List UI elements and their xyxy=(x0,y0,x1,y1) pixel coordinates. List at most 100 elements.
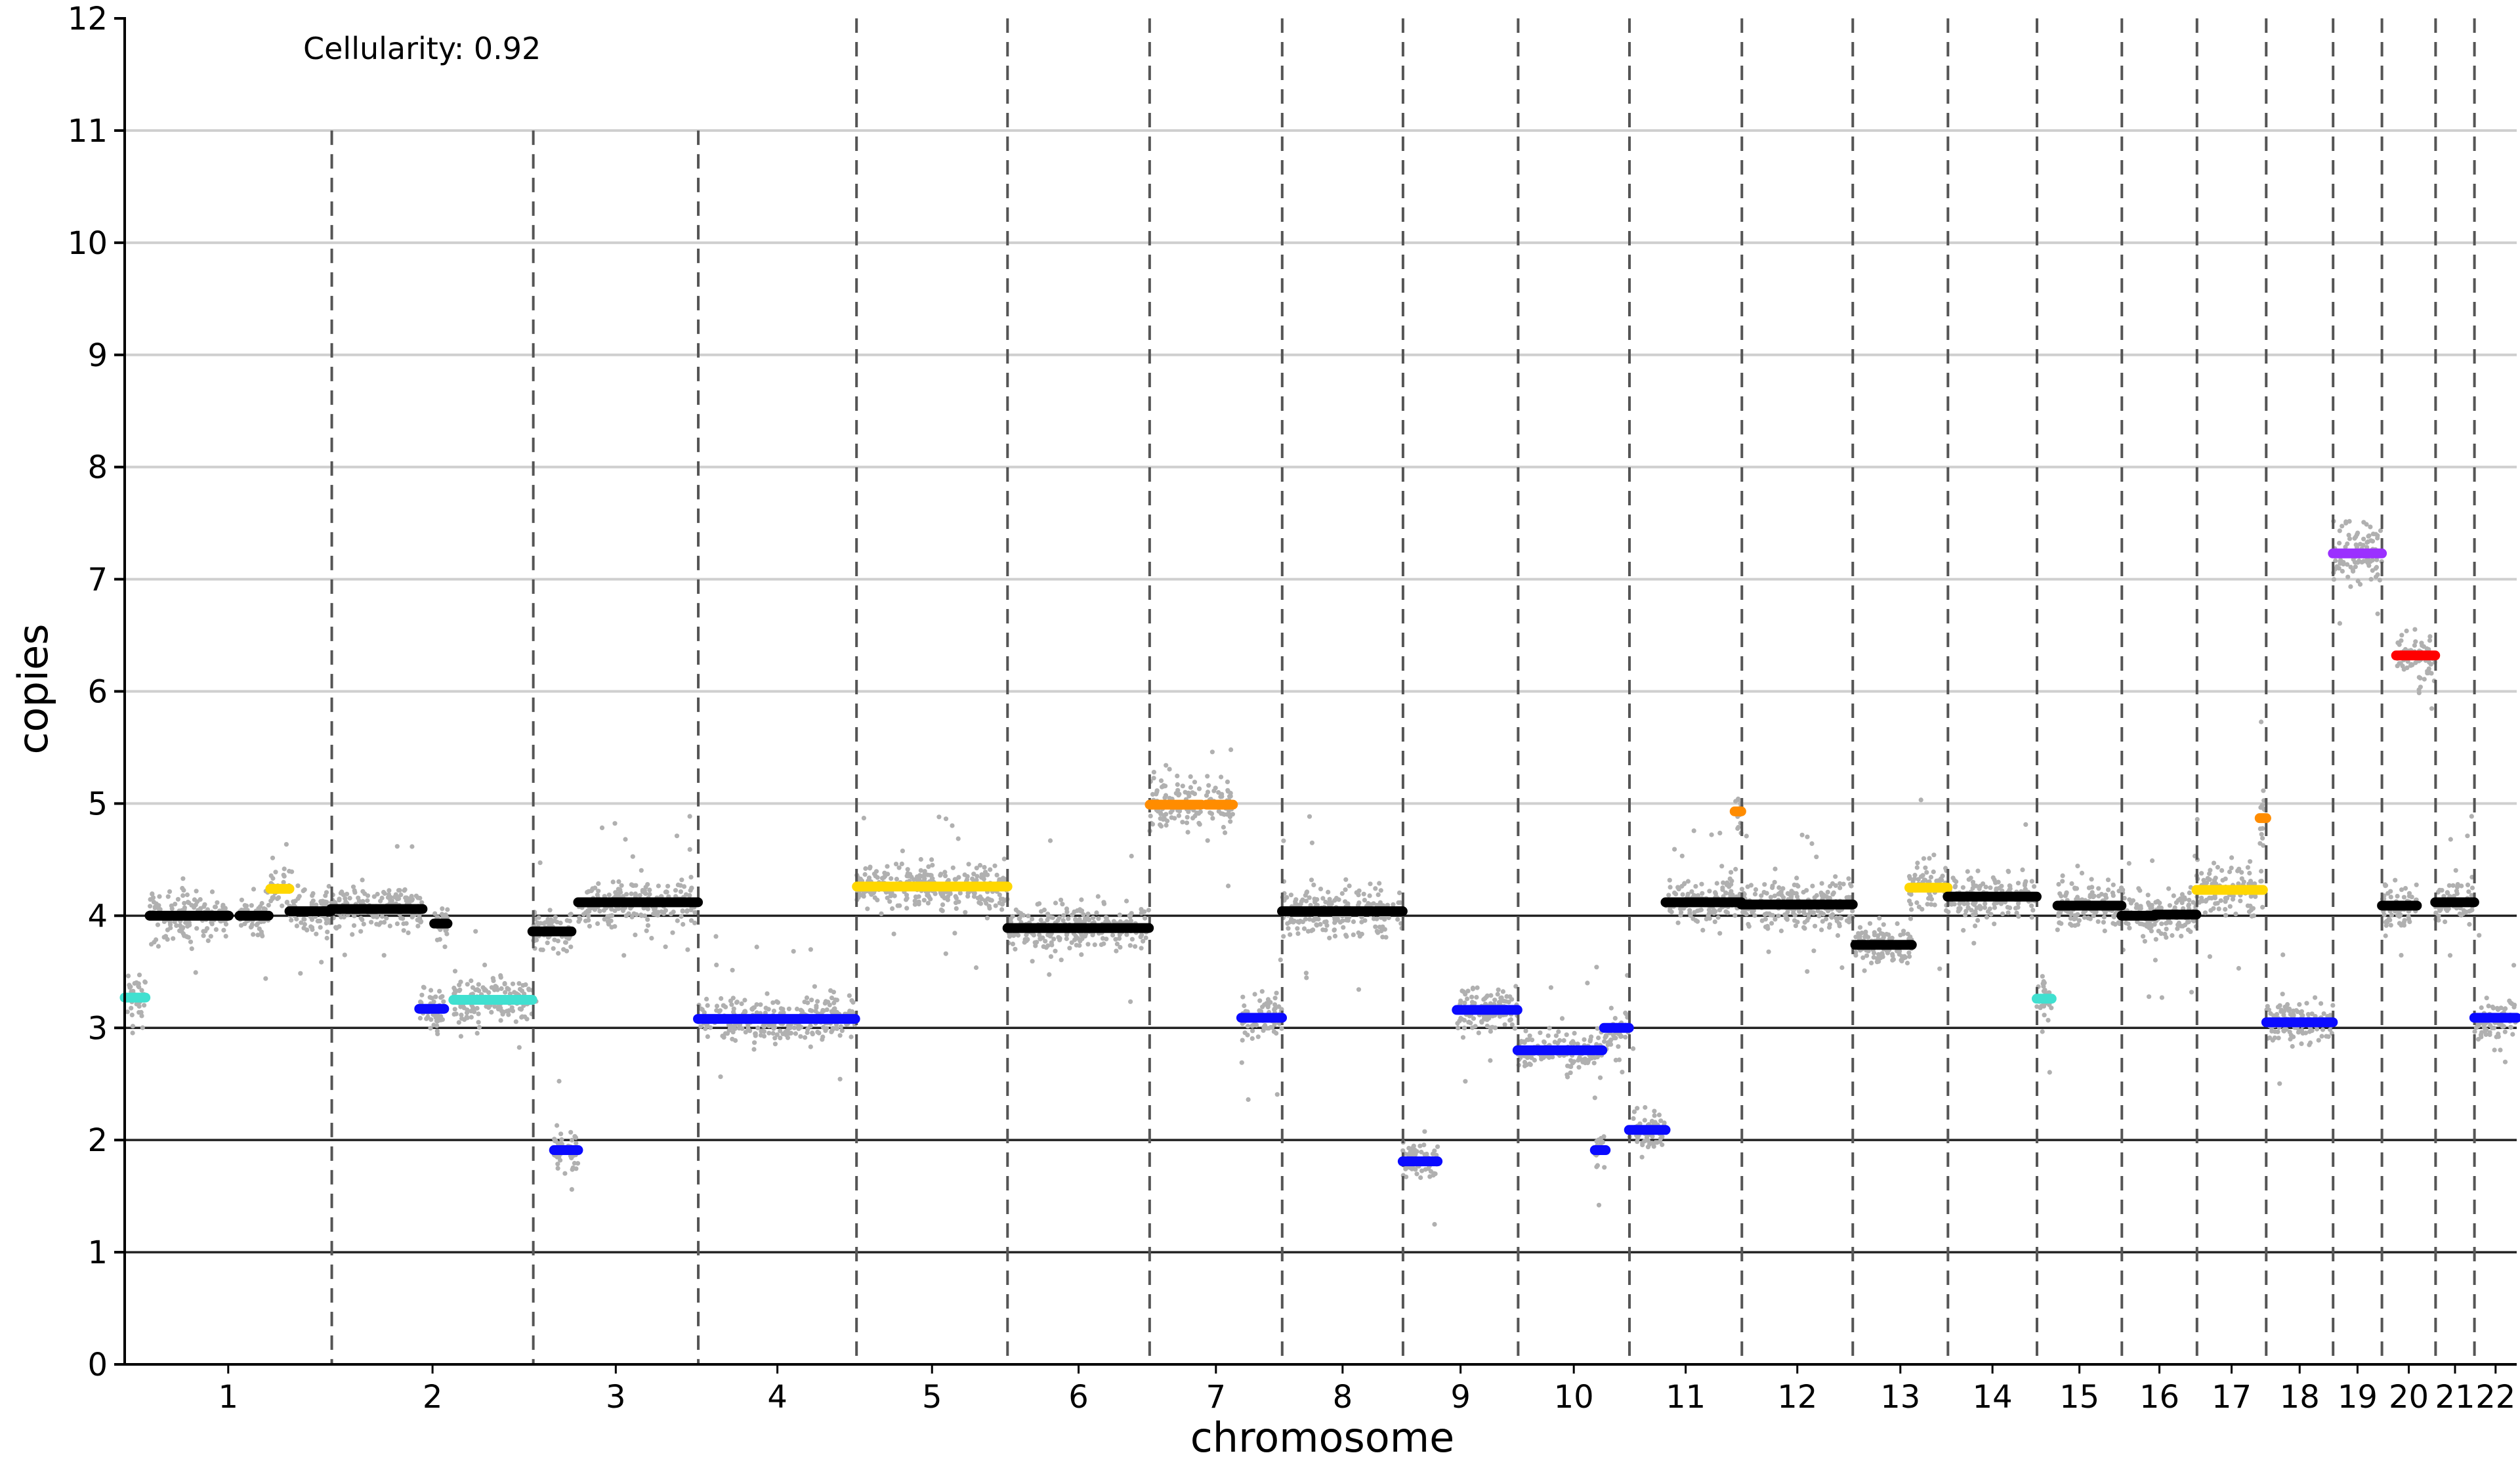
data-point xyxy=(1820,912,1826,917)
data-point xyxy=(1371,916,1377,921)
data-point xyxy=(339,914,344,919)
data-point xyxy=(1548,1054,1553,1059)
data-point xyxy=(434,1023,440,1028)
data-point xyxy=(2345,541,2350,547)
data-point xyxy=(343,896,348,901)
data-point xyxy=(2074,886,2080,891)
data-point xyxy=(926,864,931,870)
data-point xyxy=(2443,906,2448,912)
data-point xyxy=(148,904,153,909)
data-point xyxy=(2023,887,2028,892)
data-point xyxy=(1643,1104,1648,1110)
data-point xyxy=(1274,990,1279,996)
data-point xyxy=(1975,917,1981,923)
data-point xyxy=(1456,1025,1461,1030)
data-point xyxy=(438,927,443,933)
data-point xyxy=(1192,780,1198,785)
data-point xyxy=(1261,1028,1266,1033)
data-point xyxy=(1160,817,1166,822)
data-point xyxy=(129,1005,134,1011)
data-point xyxy=(644,928,649,933)
data-point xyxy=(1432,1222,1437,1227)
data-point xyxy=(1225,779,1230,784)
data-point xyxy=(371,894,377,899)
data-point xyxy=(1469,994,1475,999)
data-point xyxy=(803,1035,808,1040)
data-point xyxy=(2260,904,2265,910)
data-point xyxy=(473,929,478,934)
data-point xyxy=(2307,1040,2313,1045)
data-point xyxy=(1846,876,1851,881)
data-point xyxy=(1631,1116,1636,1121)
data-point xyxy=(1931,869,1936,875)
data-point xyxy=(1240,1038,1245,1043)
data-point xyxy=(681,884,687,889)
data-point xyxy=(2373,566,2378,571)
data-point xyxy=(780,1007,786,1012)
data-point xyxy=(1776,891,1781,896)
data-point xyxy=(314,931,319,936)
data-point xyxy=(142,980,148,985)
data-point xyxy=(417,916,423,921)
data-point xyxy=(259,932,264,937)
data-point xyxy=(404,895,410,900)
data-point xyxy=(815,999,820,1004)
data-point xyxy=(1864,953,1870,958)
data-point xyxy=(1281,838,1286,843)
data-point xyxy=(429,988,434,993)
data-point xyxy=(1616,1057,1622,1062)
data-point xyxy=(2490,1025,2495,1030)
data-point xyxy=(671,910,676,915)
data-point xyxy=(445,907,450,912)
data-point xyxy=(834,1026,839,1031)
data-point xyxy=(2223,876,2228,881)
data-point xyxy=(1059,957,1064,963)
x-tick-label-10: 10 xyxy=(1554,1379,1594,1416)
data-point xyxy=(1347,883,1352,889)
data-point xyxy=(589,887,595,893)
data-point xyxy=(194,926,200,931)
data-point xyxy=(1343,933,1349,938)
data-point xyxy=(950,823,955,828)
data-point xyxy=(1463,1079,1468,1084)
data-point xyxy=(1582,1037,1587,1042)
data-point xyxy=(1285,921,1290,926)
data-point xyxy=(563,940,568,945)
data-point xyxy=(452,969,458,974)
data-point xyxy=(1037,933,1042,938)
data-point xyxy=(987,906,992,911)
data-point xyxy=(643,885,648,890)
data-point xyxy=(2290,1043,2295,1049)
data-point xyxy=(1813,923,1818,929)
data-point xyxy=(2375,572,2380,578)
data-point xyxy=(1876,952,1881,957)
data-point xyxy=(875,897,880,902)
data-point xyxy=(465,1015,470,1020)
data-point xyxy=(435,1031,440,1036)
data-point xyxy=(1575,1041,1580,1047)
data-point xyxy=(569,1187,575,1192)
data-point xyxy=(2320,1027,2326,1032)
data-point xyxy=(999,907,1005,912)
data-point xyxy=(1324,923,1330,928)
data-point xyxy=(1987,906,1992,912)
data-point xyxy=(2413,639,2418,644)
data-point xyxy=(1356,987,1362,992)
data-point xyxy=(1175,788,1181,793)
data-point xyxy=(2229,866,2234,871)
data-point xyxy=(1165,818,1170,824)
data-point xyxy=(351,923,357,928)
data-point xyxy=(943,951,948,956)
data-point xyxy=(2510,1032,2515,1037)
data-point xyxy=(130,1024,135,1029)
data-point xyxy=(1649,1141,1654,1146)
data-point xyxy=(1492,998,1498,1003)
data-point xyxy=(2383,933,2388,938)
data-point xyxy=(977,862,983,868)
data-point xyxy=(1410,1145,1415,1151)
data-point xyxy=(1090,932,1095,937)
data-point xyxy=(1693,918,1698,923)
data-point xyxy=(1221,824,1226,830)
data-point xyxy=(1971,882,1976,887)
data-point xyxy=(2171,893,2176,898)
